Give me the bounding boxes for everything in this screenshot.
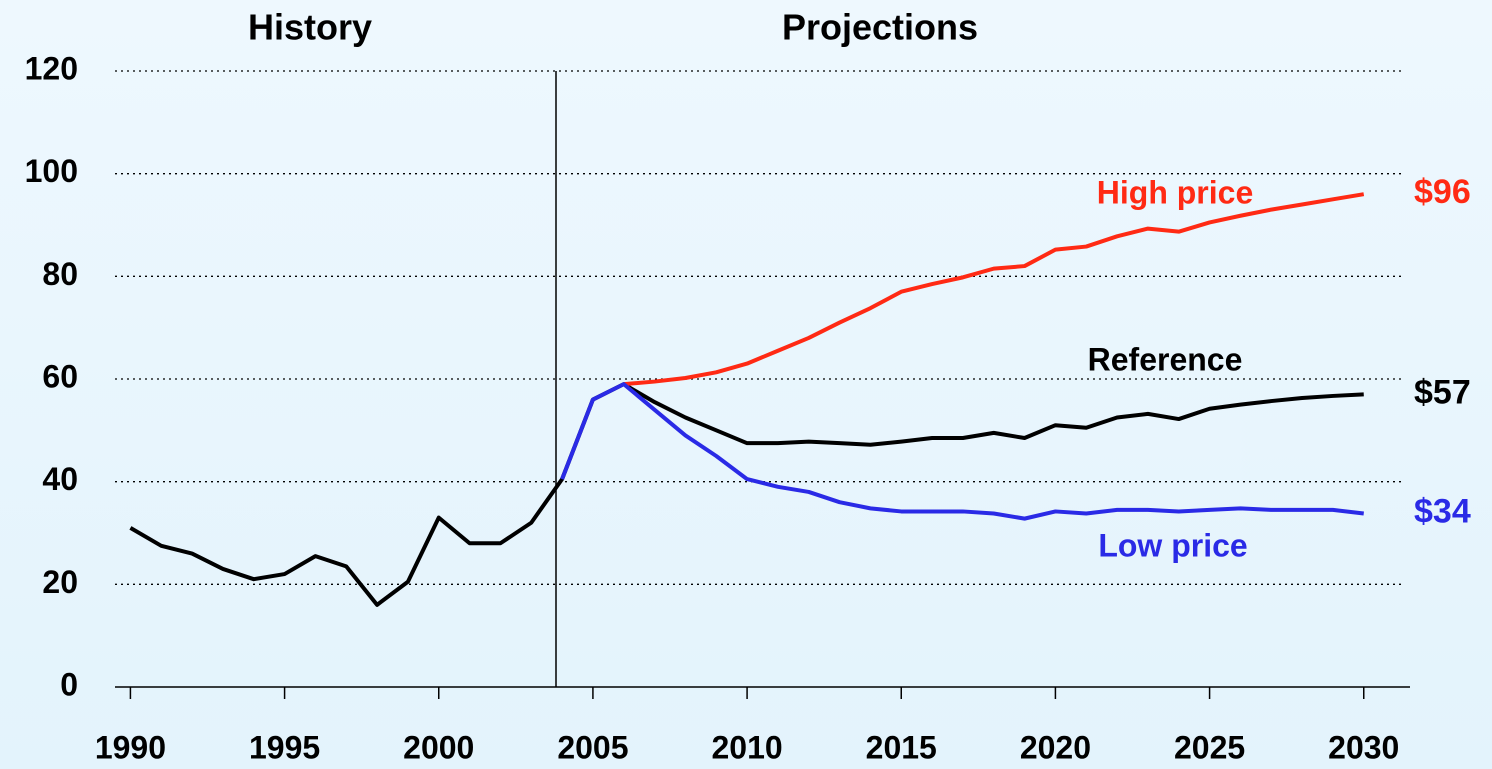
y-tick-label: 20: [42, 564, 78, 600]
y-tick-label: 0: [60, 666, 78, 702]
series-line: [129, 382, 1364, 607]
x-tick-label: 2025: [1174, 729, 1245, 765]
series-line: [560, 382, 1364, 521]
series-label: Low price: [1098, 527, 1247, 563]
value-label: $34: [1414, 492, 1471, 530]
series-line: [623, 192, 1365, 387]
value-label: $96: [1414, 173, 1471, 211]
y-tick-label: 60: [42, 358, 78, 394]
x-tick-label: 1995: [249, 729, 320, 765]
x-tick-label: 2030: [1328, 729, 1399, 765]
annotation: Projections: [782, 7, 978, 48]
series-label: High price: [1097, 174, 1253, 210]
x-tick-label: 2010: [711, 729, 782, 765]
value-label: $57: [1414, 373, 1471, 411]
annotation: History: [248, 7, 372, 48]
series-label: Reference: [1088, 341, 1243, 377]
y-tick-label: 40: [42, 461, 78, 497]
x-tick-label: 1990: [95, 729, 166, 765]
y-tick-label: 80: [42, 256, 78, 292]
y-tick-label: 100: [25, 153, 78, 189]
x-tick-label: 2020: [1020, 729, 1091, 765]
x-tick-label: 2000: [403, 729, 474, 765]
y-tick-label: 120: [25, 50, 78, 86]
x-tick-label: 2015: [866, 729, 937, 765]
x-tick-label: 2005: [557, 729, 628, 765]
